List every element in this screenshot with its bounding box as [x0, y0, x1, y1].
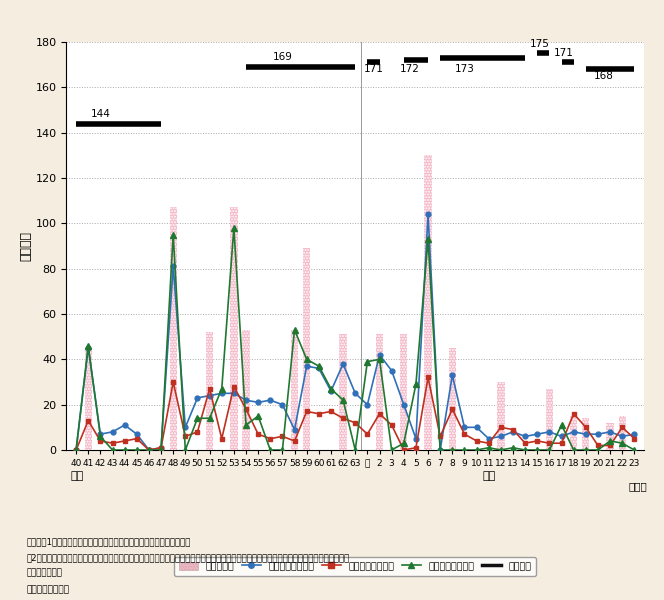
Bar — [291, 330, 298, 450]
Bar — [242, 330, 250, 450]
Bar — [546, 389, 553, 450]
Text: 173: 173 — [455, 64, 474, 74]
Bar — [546, 389, 553, 450]
Text: 172: 172 — [400, 64, 420, 74]
Bar — [303, 248, 310, 450]
Bar — [606, 423, 614, 450]
Text: 171: 171 — [554, 48, 574, 58]
Bar — [230, 208, 238, 450]
Text: 資料）国土交通省: 資料）国土交通省 — [27, 585, 70, 594]
Bar — [497, 382, 505, 450]
Bar — [570, 416, 577, 450]
Bar — [619, 416, 626, 450]
Bar — [206, 332, 213, 450]
Bar — [619, 416, 626, 450]
Bar — [169, 208, 177, 450]
Text: 169: 169 — [272, 52, 292, 62]
Legend: 渇水地区数, 渇水地区（水道）, 渇水地区（工水）, 渇水地区（農水）, 地区総数: 渇水地区数, 渇水地区（水道）, 渇水地区（工水）, 渇水地区（農水）, 地区総… — [175, 557, 536, 576]
Bar — [424, 155, 432, 450]
Bar — [242, 330, 250, 450]
Bar — [497, 382, 505, 450]
Bar — [582, 418, 590, 450]
Text: 171: 171 — [363, 64, 383, 74]
Bar — [449, 348, 456, 450]
Bar — [84, 348, 92, 450]
Text: はいない。: はいない。 — [27, 569, 62, 578]
Text: 2　同一地区で水道、工水、農水のうち複数の減断水が行われた場合もあるので、それら３用途の総和が必ずしも渇水発生地区数となって: 2 同一地区で水道、工水、農水のうち複数の減断水が行われた場合もあるので、それら… — [27, 553, 350, 562]
Bar — [376, 334, 383, 450]
Bar — [570, 416, 577, 450]
Text: （注）　1　地区総数は、分割の見直し等に伴い、年度により異なる。: （注） 1 地区総数は、分割の見直し等に伴い、年度により異なる。 — [27, 537, 191, 546]
Bar — [84, 348, 92, 450]
Text: 平成: 平成 — [482, 471, 495, 481]
Y-axis label: （地区）: （地区） — [20, 231, 33, 261]
Bar — [206, 332, 213, 450]
Text: 168: 168 — [594, 71, 614, 80]
Bar — [376, 334, 383, 450]
Bar — [169, 208, 177, 450]
Bar — [606, 423, 614, 450]
Bar — [339, 334, 347, 450]
Bar — [400, 334, 408, 450]
Bar — [291, 330, 298, 450]
Text: （年）: （年） — [628, 481, 647, 491]
Text: 144: 144 — [90, 109, 110, 119]
Bar — [582, 418, 590, 450]
Bar — [400, 334, 408, 450]
Bar — [230, 208, 238, 450]
Bar — [303, 248, 310, 450]
Text: 昭和: 昭和 — [70, 471, 83, 481]
Bar — [339, 334, 347, 450]
Text: 175: 175 — [530, 39, 550, 49]
Bar — [449, 348, 456, 450]
Bar — [424, 155, 432, 450]
